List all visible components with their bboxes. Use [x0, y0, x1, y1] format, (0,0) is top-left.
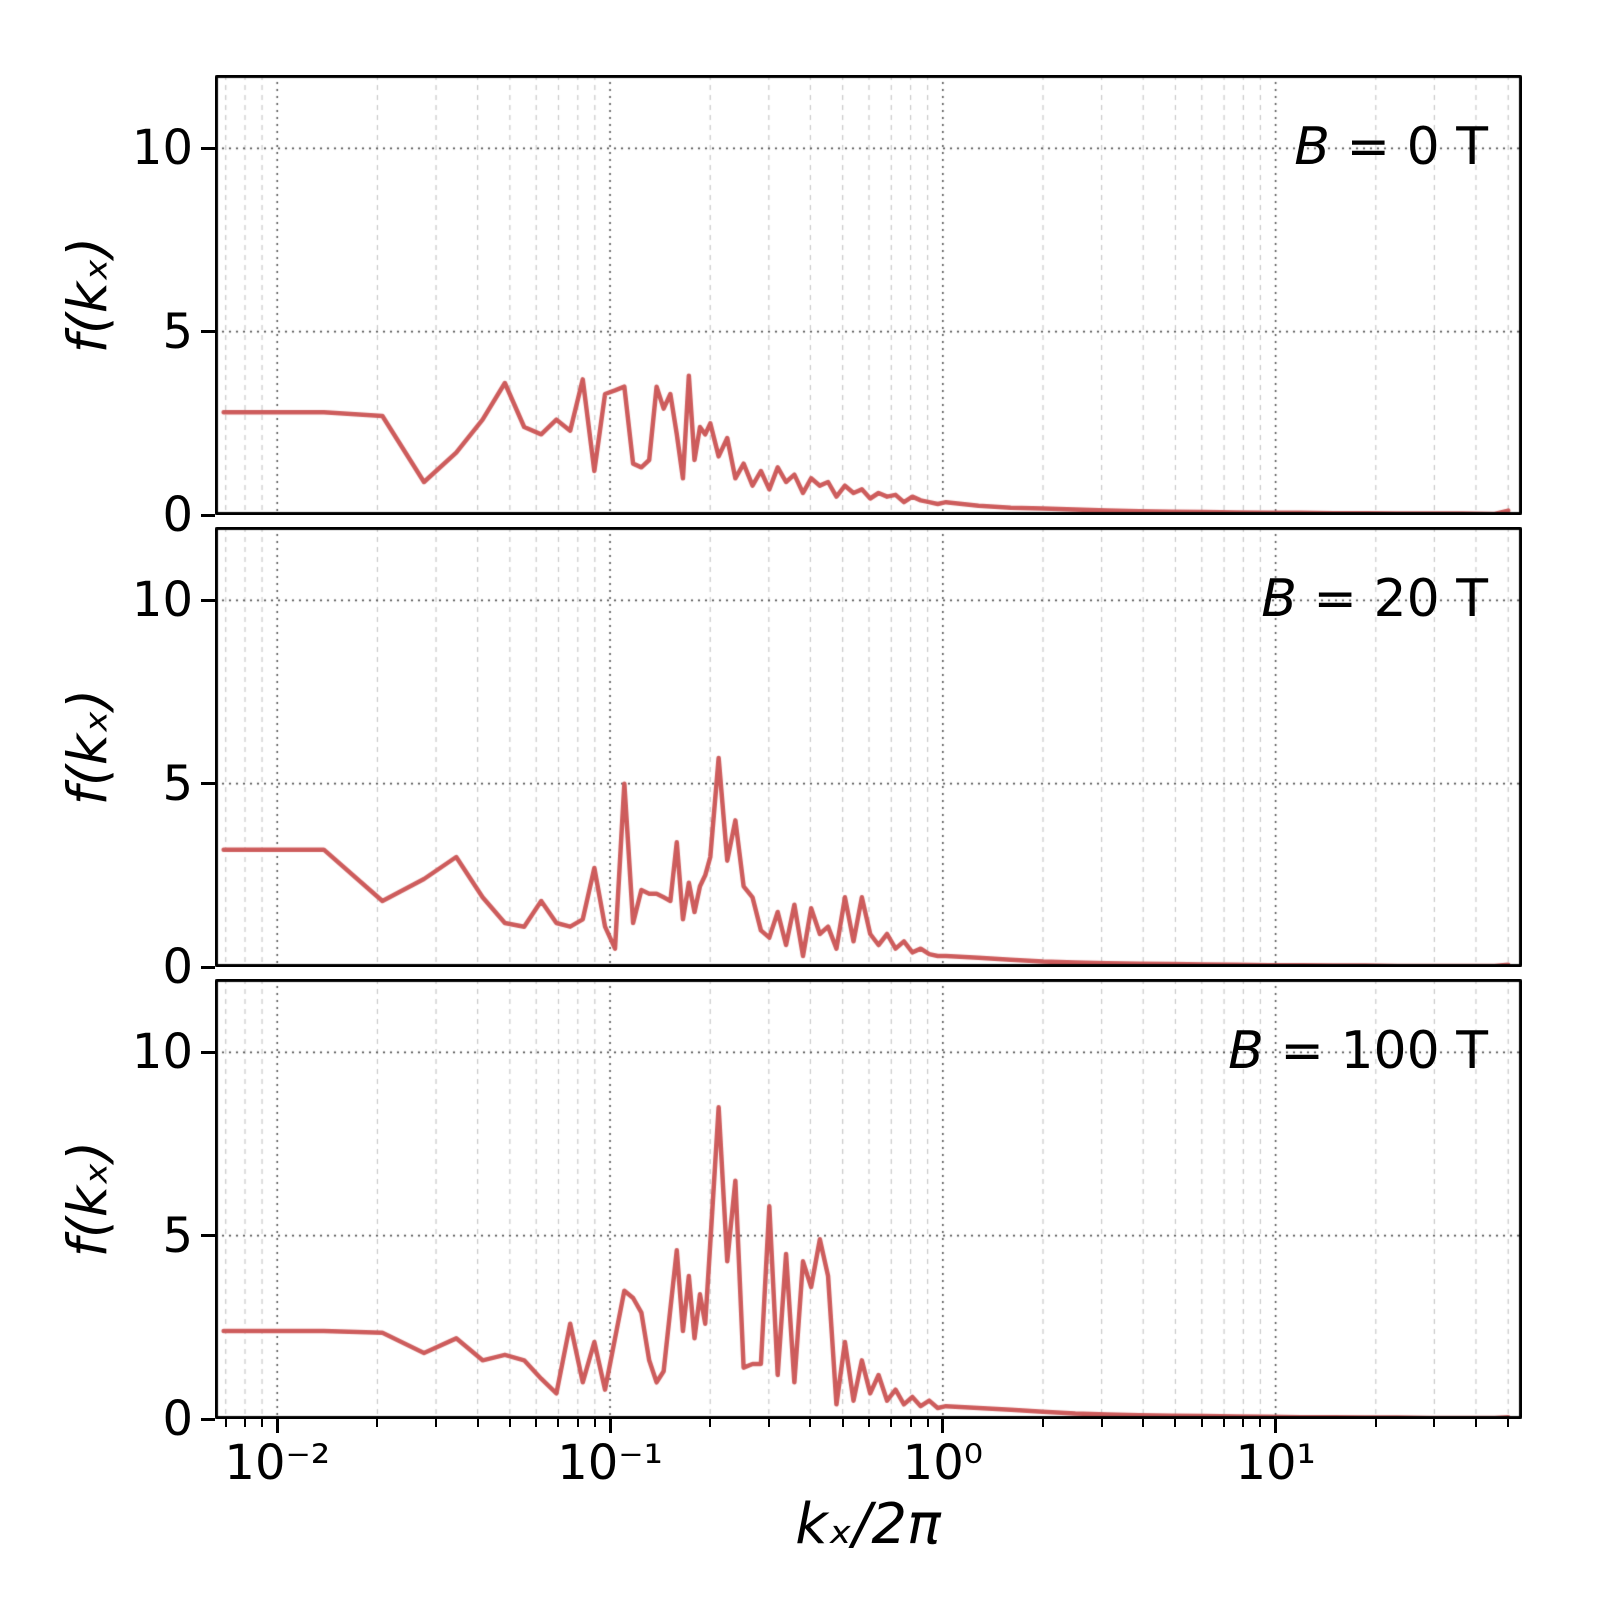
y-tick-label: 0 [162, 487, 193, 543]
panel-b-100: B = 100 T [215, 979, 1522, 1419]
y-tick [201, 1234, 215, 1238]
spectrum-plot-b-20 [215, 527, 1522, 967]
x-axis-label: kₓ/2π [795, 1492, 941, 1557]
x-major-tick [275, 1419, 279, 1433]
x-minor-tick [508, 1419, 511, 1427]
x-minor-tick [1200, 1419, 1203, 1427]
x-minor-tick [435, 1419, 438, 1427]
y-tick-label: 10 [131, 120, 193, 177]
x-minor-tick [557, 1419, 560, 1427]
y-tick [201, 1417, 215, 1421]
x-minor-tick [376, 1419, 379, 1427]
x-minor-tick [868, 1419, 870, 1427]
x-minor-tick [261, 1419, 264, 1427]
x-major-tick [1274, 1419, 1278, 1433]
y-tick [201, 965, 215, 969]
panel-label-b-100: B = 100 T [1228, 1021, 1488, 1081]
y-tick [201, 513, 215, 517]
x-minor-tick [224, 1419, 227, 1427]
x-minor-tick [1042, 1419, 1044, 1427]
x-minor-tick [1433, 1419, 1436, 1427]
y-tick-label: 5 [162, 1207, 193, 1264]
spectrum-plot-b-100 [215, 979, 1522, 1419]
y-tick [201, 782, 215, 786]
spectrum-plot-b-0 [215, 75, 1522, 515]
y-tick-label: 0 [162, 939, 193, 995]
x-minor-tick [841, 1419, 844, 1427]
x-tick-label: 10¹ [1235, 1435, 1316, 1491]
y-tick-label: 10 [131, 1024, 193, 1081]
panel-label-b-20: B = 20 T [1261, 569, 1488, 629]
x-minor-tick [1142, 1419, 1145, 1427]
x-tick-label: 10⁰ [902, 1435, 983, 1491]
x-minor-tick [593, 1419, 596, 1427]
y-tick [201, 330, 215, 334]
x-minor-tick [1242, 1419, 1245, 1427]
x-major-tick [608, 1419, 612, 1433]
y-tick [201, 598, 215, 602]
x-minor-tick [476, 1419, 479, 1427]
panel-b-20: B = 20 T [215, 527, 1522, 967]
y-tick-label: 5 [162, 755, 193, 812]
x-major-tick [941, 1419, 945, 1433]
x-minor-tick [1374, 1419, 1377, 1427]
x-minor-tick [1100, 1419, 1103, 1427]
x-minor-tick [926, 1419, 929, 1427]
x-tick-label: 10⁻¹ [557, 1435, 663, 1491]
x-minor-tick [909, 1419, 912, 1427]
x-minor-tick [709, 1419, 712, 1427]
panel-b-0: B = 0 T [215, 75, 1522, 515]
y-tick-label: 5 [162, 303, 193, 360]
y-tick-label: 10 [131, 572, 193, 629]
x-minor-tick [1223, 1419, 1226, 1427]
x-minor-tick [1174, 1419, 1177, 1427]
x-minor-tick [1259, 1419, 1262, 1427]
y-tick-label: 0 [162, 1391, 193, 1447]
x-minor-tick [890, 1419, 893, 1427]
x-minor-tick [767, 1419, 770, 1427]
panel-label-b-0: B = 0 T [1294, 117, 1488, 177]
x-minor-tick [809, 1419, 812, 1427]
y-tick [201, 146, 215, 150]
x-minor-tick [244, 1419, 246, 1427]
x-minor-tick [1474, 1419, 1477, 1427]
x-minor-tick [1507, 1419, 1510, 1427]
y-tick [201, 1050, 215, 1054]
x-tick-label: 10⁻² [224, 1435, 331, 1491]
x-minor-tick [576, 1419, 579, 1427]
x-minor-tick [535, 1419, 538, 1427]
